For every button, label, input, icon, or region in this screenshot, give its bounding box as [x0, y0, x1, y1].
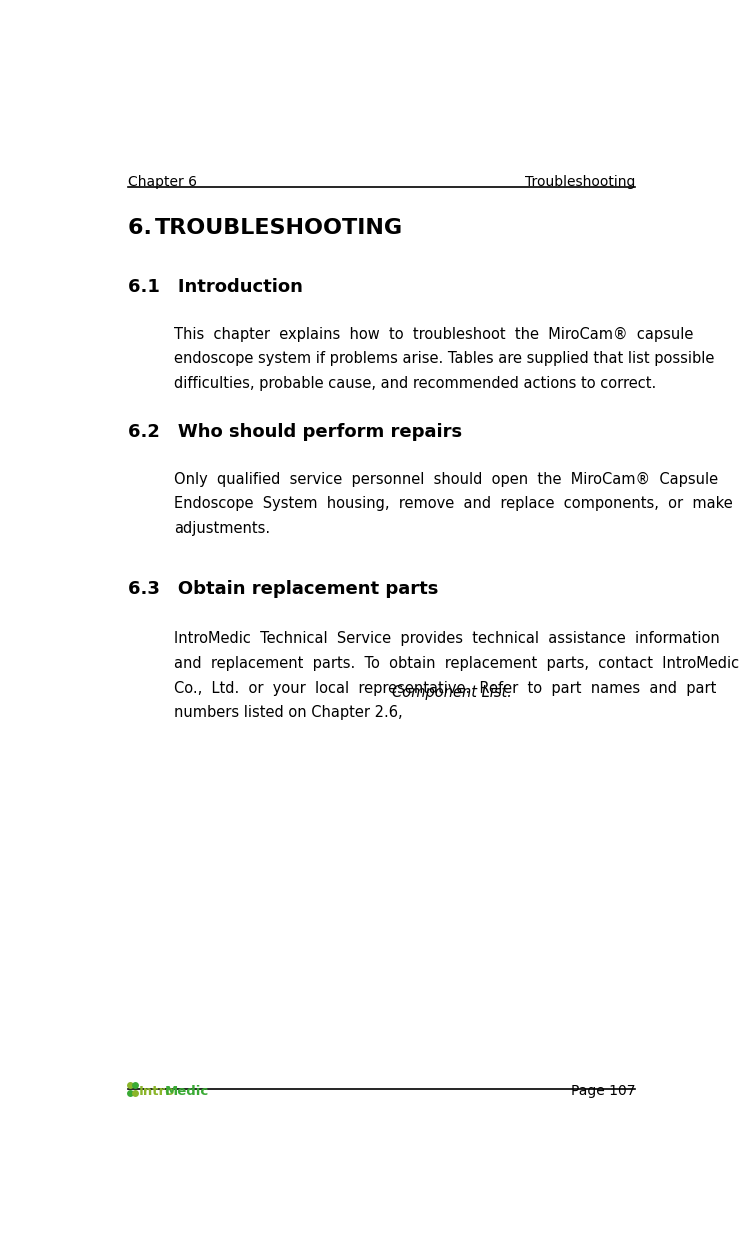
Text: Troubleshooting: Troubleshooting — [525, 175, 635, 188]
Text: Page 107: Page 107 — [571, 1084, 635, 1098]
Text: Chapter 6: Chapter 6 — [128, 175, 196, 188]
Text: Intro: Intro — [139, 1084, 176, 1098]
Text: 6.: 6. — [128, 219, 167, 239]
Text: TROUBLESHOOTING: TROUBLESHOOTING — [155, 219, 403, 239]
Text: IntroMedic  Technical  Service  provides  technical  assistance  information
and: IntroMedic Technical Service provides te… — [174, 632, 739, 720]
Text: This  chapter  explains  how  to  troubleshoot  the  MiroCam®  capsule
endoscope: This chapter explains how to troubleshoo… — [174, 327, 714, 391]
Text: 6.2 Who should perform repairs: 6.2 Who should perform repairs — [128, 423, 462, 441]
Text: Only  qualified  service  personnel  should  open  the  MiroCam®  Capsule
Endosc: Only qualified service personnel should … — [174, 472, 733, 536]
Text: Medic: Medic — [164, 1084, 209, 1098]
Text: Component List.: Component List. — [391, 685, 512, 700]
Text: 6.3 Obtain replacement parts: 6.3 Obtain replacement parts — [128, 580, 438, 598]
Text: 6.1 Introduction: 6.1 Introduction — [128, 279, 303, 296]
